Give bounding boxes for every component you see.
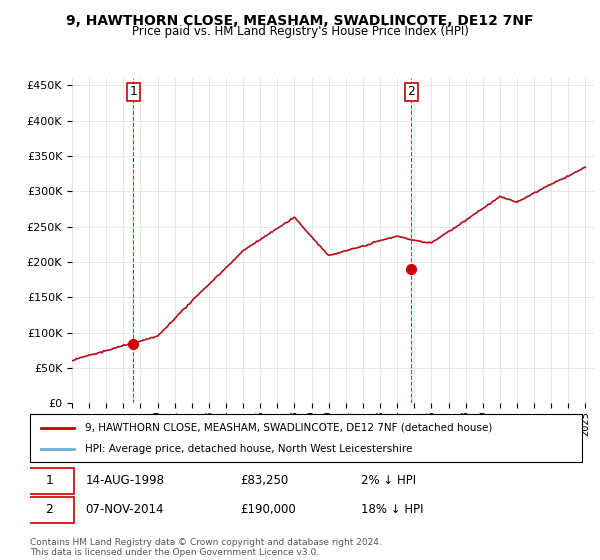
Text: HPI: Average price, detached house, North West Leicestershire: HPI: Average price, detached house, Nort… (85, 444, 413, 454)
Text: Price paid vs. HM Land Registry's House Price Index (HPI): Price paid vs. HM Land Registry's House … (131, 25, 469, 38)
FancyBboxPatch shape (25, 468, 74, 494)
Text: 1: 1 (46, 474, 53, 487)
Text: 14-AUG-1998: 14-AUG-1998 (85, 474, 164, 487)
Text: 18% ↓ HPI: 18% ↓ HPI (361, 503, 424, 516)
FancyBboxPatch shape (25, 497, 74, 522)
Text: £190,000: £190,000 (240, 503, 296, 516)
Text: 1: 1 (130, 86, 137, 99)
FancyBboxPatch shape (30, 414, 582, 462)
Text: 9, HAWTHORN CLOSE, MEASHAM, SWADLINCOTE, DE12 7NF: 9, HAWTHORN CLOSE, MEASHAM, SWADLINCOTE,… (66, 14, 534, 28)
Text: £83,250: £83,250 (240, 474, 288, 487)
Text: 2: 2 (46, 503, 53, 516)
Text: 2% ↓ HPI: 2% ↓ HPI (361, 474, 416, 487)
Text: 07-NOV-2014: 07-NOV-2014 (85, 503, 164, 516)
Text: Contains HM Land Registry data © Crown copyright and database right 2024.
This d: Contains HM Land Registry data © Crown c… (30, 538, 382, 557)
Text: 2: 2 (407, 86, 415, 99)
Text: 9, HAWTHORN CLOSE, MEASHAM, SWADLINCOTE, DE12 7NF (detached house): 9, HAWTHORN CLOSE, MEASHAM, SWADLINCOTE,… (85, 423, 493, 433)
